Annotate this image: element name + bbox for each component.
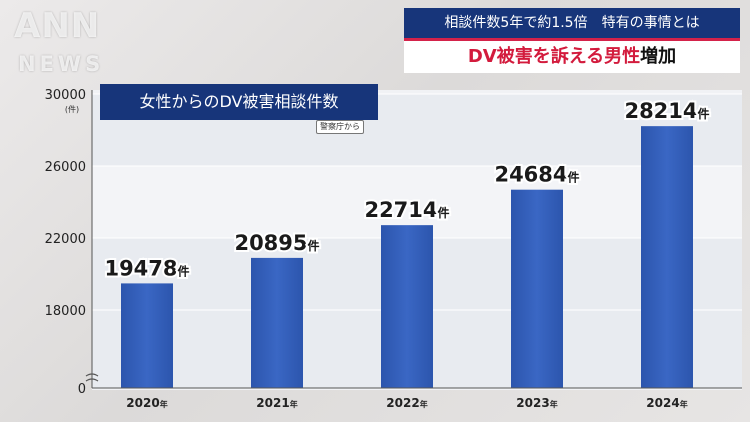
headline-stripe [404, 38, 740, 41]
headline-main-black: 増加 [640, 46, 677, 67]
bar-2024 [641, 126, 693, 388]
logo-ann-text: ANN [14, 6, 101, 46]
x-tick-label: 2021年 [256, 396, 297, 410]
logo-news-text: NEWS [18, 52, 105, 76]
x-tick-label: 2023年 [516, 396, 557, 410]
axis-break-mark [85, 378, 99, 382]
y-tick-label: 22000 [45, 232, 86, 247]
headline-subtitle: 相談件数5年で約1.5倍 特有の事情とは [404, 8, 740, 38]
y-unit-label: (件) [65, 104, 79, 114]
chart-title: 女性からのDV被害相談件数 [100, 84, 378, 120]
headline-main: DV被害を訴える男性増加 [404, 41, 740, 73]
y-tick-label: 18000 [45, 304, 86, 319]
chart-source-note: 警察庁から [316, 120, 364, 134]
bar-2021 [251, 257, 303, 388]
ann-news-logo: ANN NEWS [14, 6, 144, 86]
axis-break-mark [85, 373, 99, 377]
x-tick-label: 2024年 [646, 396, 687, 410]
y-tick-label: 26000 [45, 160, 86, 175]
bar-value-label: 19478件 [104, 256, 189, 280]
y-tick-label: 0 [78, 382, 86, 397]
x-tick-label: 2022年 [386, 396, 427, 410]
bar-value-label: 20895件 [234, 231, 319, 255]
headline-box: 相談件数5年で約1.5倍 特有の事情とは DV被害を訴える男性増加 [404, 8, 740, 73]
y-tick-label: 30000 [45, 88, 86, 103]
headline-main-red: DV被害を訴える男性 [467, 46, 641, 67]
bar-2023 [511, 189, 563, 388]
bar-value-label: 22714件 [364, 198, 449, 222]
x-tick-label: 2020年 [126, 396, 167, 410]
bar-2020 [121, 283, 173, 388]
bar-value-label: 24684件 [494, 163, 579, 187]
bar-value-label: 28214件 [624, 99, 709, 123]
bar-2022 [381, 225, 433, 388]
